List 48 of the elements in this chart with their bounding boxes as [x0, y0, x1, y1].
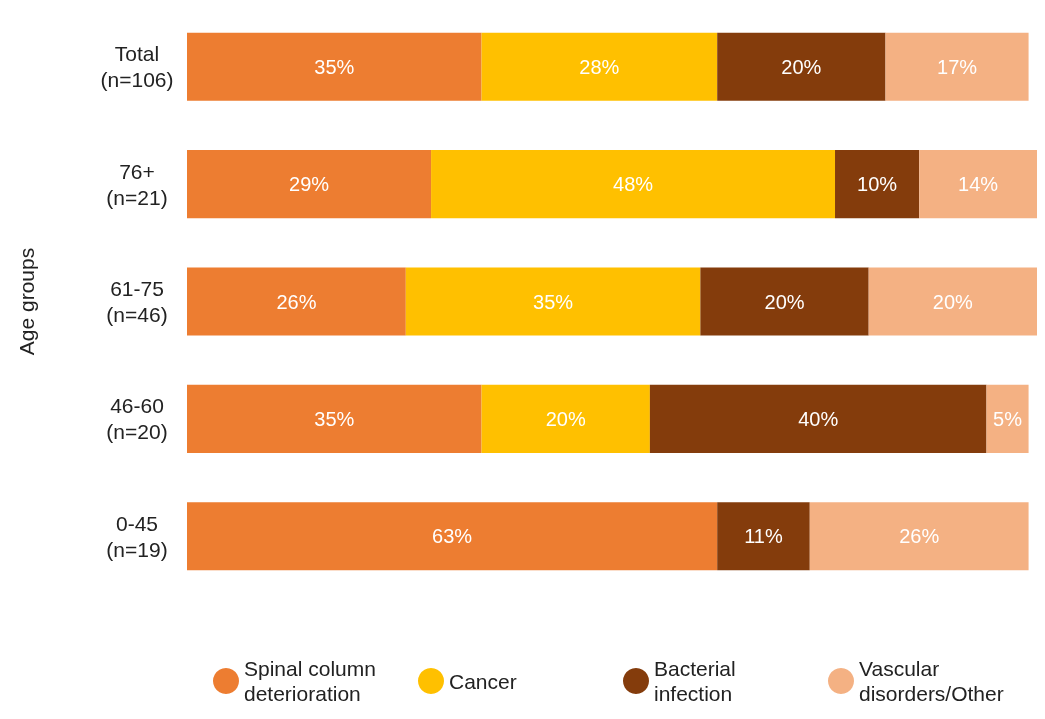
- data-label: 28%: [579, 55, 620, 78]
- bar: [868, 267, 1037, 336]
- bar: [717, 502, 810, 571]
- bar: [187, 32, 482, 101]
- bar: [885, 32, 1029, 101]
- bar: [986, 384, 1029, 453]
- y-tick-label: 46-60 (n=20): [106, 394, 168, 444]
- legend-label: Cancer: [449, 669, 517, 693]
- data-label: 5%: [993, 407, 1023, 430]
- data-label: 35%: [314, 55, 355, 78]
- data-label: 29%: [289, 173, 330, 196]
- legend-label: Bacterial infection: [654, 657, 742, 705]
- bar: [405, 267, 701, 336]
- bar: [919, 150, 1037, 219]
- y-tick-label: 61-75 (n=46): [106, 277, 168, 326]
- bar: [431, 150, 836, 219]
- legend-label: Spinal column deterioration: [244, 657, 382, 705]
- y-tick-label: 0-45 (n=19): [106, 511, 168, 561]
- bar: [187, 267, 406, 336]
- data-label: 20%: [781, 55, 822, 78]
- data-label: 20%: [545, 407, 586, 430]
- data-label: 35%: [533, 290, 574, 313]
- bar: [187, 502, 718, 571]
- y-tick-label: 76+ (n=21): [106, 159, 168, 209]
- bar: [809, 502, 1029, 571]
- bar: [835, 150, 920, 219]
- data-label: 40%: [798, 407, 839, 430]
- data-label: 17%: [937, 55, 978, 78]
- bar: [649, 384, 987, 453]
- data-label: 48%: [613, 173, 654, 196]
- y-tick-label: Total (n=106): [100, 42, 174, 92]
- data-label: 20%: [932, 290, 974, 313]
- bar: [481, 384, 650, 453]
- legend-label: Vascular disorders/Other: [859, 657, 1004, 705]
- bar: [187, 150, 432, 219]
- data-label: 20%: [764, 290, 805, 313]
- data-label: 14%: [958, 173, 999, 196]
- data-label: 26%: [276, 290, 317, 313]
- data-label: 11%: [744, 525, 783, 548]
- bar: [187, 384, 482, 453]
- bar: [717, 32, 886, 101]
- bar: [700, 267, 869, 336]
- data-label: 10%: [857, 173, 898, 196]
- bar: [481, 32, 718, 101]
- y-axis-title: Age groups: [15, 247, 38, 356]
- data-label: 63%: [432, 525, 473, 548]
- data-label: 26%: [899, 525, 940, 548]
- data-label: 35%: [314, 407, 355, 430]
